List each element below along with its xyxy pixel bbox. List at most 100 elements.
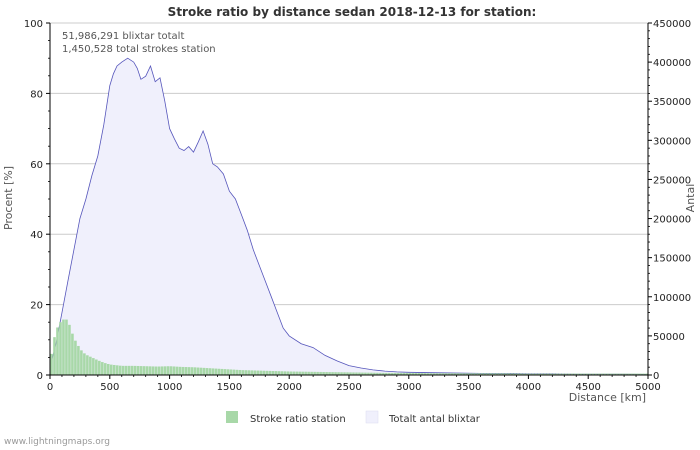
bar-stroke-ratio xyxy=(265,370,269,375)
bar-layer xyxy=(50,319,648,375)
bar-stroke-ratio xyxy=(74,340,77,375)
bar-stroke-ratio xyxy=(403,372,406,375)
bar-stroke-ratio xyxy=(394,372,397,375)
bar-stroke-ratio xyxy=(465,373,469,375)
bar-stroke-ratio xyxy=(441,373,445,375)
y-right-tick-label: 250000 xyxy=(653,175,691,186)
bar-stroke-ratio xyxy=(247,370,251,375)
bar-stroke-ratio xyxy=(432,373,436,375)
bar-stroke-ratio xyxy=(142,366,146,375)
bar-stroke-ratio xyxy=(169,366,173,375)
bar-stroke-ratio xyxy=(268,370,272,375)
bar-stroke-ratio xyxy=(558,373,562,375)
bar-stroke-ratio xyxy=(367,372,370,375)
bar-stroke-ratio xyxy=(352,372,355,375)
x-tick-label: 3000 xyxy=(396,382,421,393)
bar-stroke-ratio xyxy=(543,373,547,375)
bar-stroke-ratio xyxy=(112,364,116,375)
bar-stroke-ratio xyxy=(364,372,367,375)
bar-stroke-ratio xyxy=(304,371,307,375)
y-left-tick-label: 80 xyxy=(30,89,43,100)
bar-stroke-ratio xyxy=(136,365,140,375)
annotation-station: 1,450,528 total strokes station xyxy=(62,44,216,55)
bar-stroke-ratio xyxy=(68,324,71,375)
x-tick-label: 4000 xyxy=(516,382,541,393)
bar-stroke-ratio xyxy=(486,373,490,375)
area-layer xyxy=(49,57,649,375)
y-right-tick-label: 400000 xyxy=(653,58,691,69)
bar-stroke-ratio xyxy=(579,373,583,375)
bar-stroke-ratio xyxy=(600,373,603,375)
bar-stroke-ratio xyxy=(104,363,107,375)
series-total-line xyxy=(49,57,649,375)
bar-stroke-ratio xyxy=(145,366,149,375)
bar-stroke-ratio xyxy=(576,373,580,375)
bar-stroke-ratio xyxy=(358,372,361,375)
bar-stroke-ratio xyxy=(516,373,520,375)
bar-stroke-ratio xyxy=(280,371,284,375)
bar-stroke-ratio xyxy=(235,369,239,375)
bar-stroke-ratio xyxy=(107,364,110,375)
bar-stroke-ratio xyxy=(468,373,472,375)
chart-title: Stroke ratio by distance sedan 2018-12-1… xyxy=(168,5,537,19)
bar-stroke-ratio xyxy=(253,370,257,375)
bar-stroke-ratio xyxy=(190,367,194,375)
ticks: 0 500 1000 1500 2000 2500 3000 3500 4000 4500 5000… xyxy=(24,19,691,393)
bar-stroke-ratio xyxy=(489,373,493,375)
x-tick-label: 500 xyxy=(100,382,119,393)
bar-stroke-ratio xyxy=(582,373,586,375)
bar-stroke-ratio xyxy=(283,371,287,375)
bar-stroke-ratio xyxy=(411,372,415,375)
bar-stroke-ratio xyxy=(573,373,577,375)
bar-stroke-ratio xyxy=(555,373,559,375)
bar-stroke-ratio xyxy=(193,367,197,375)
bar-stroke-ratio xyxy=(453,373,457,375)
bar-stroke-ratio xyxy=(504,373,508,375)
bar-stroke-ratio xyxy=(400,372,403,375)
bar-stroke-ratio xyxy=(262,370,266,375)
x-tick-label: 1500 xyxy=(217,382,242,393)
bar-stroke-ratio xyxy=(277,371,281,375)
bar-stroke-ratio xyxy=(585,373,588,375)
bar-stroke-ratio xyxy=(639,373,642,375)
bar-stroke-ratio xyxy=(133,365,137,375)
bar-stroke-ratio xyxy=(612,373,615,375)
bar-stroke-ratio xyxy=(379,372,382,375)
bar-stroke-ratio xyxy=(124,365,128,375)
bar-stroke-ratio xyxy=(376,372,379,375)
bar-stroke-ratio xyxy=(196,367,200,375)
bar-stroke-ratio xyxy=(205,368,209,375)
bar-stroke-ratio xyxy=(331,372,334,375)
bar-stroke-ratio xyxy=(343,372,346,375)
bar-stroke-ratio xyxy=(456,373,460,375)
legend-label-stroke-ratio: Stroke ratio station xyxy=(250,414,346,425)
bar-stroke-ratio xyxy=(127,365,131,375)
bar-stroke-ratio xyxy=(624,373,627,375)
y-left-tick-label: 40 xyxy=(30,230,43,241)
bar-stroke-ratio xyxy=(337,372,340,375)
bar-stroke-ratio xyxy=(328,372,331,375)
bar-stroke-ratio xyxy=(151,366,155,375)
y-left-tick-label: 20 xyxy=(30,301,43,312)
bar-stroke-ratio xyxy=(417,373,421,375)
x-axis-label: Distance [km] xyxy=(569,391,646,404)
bar-stroke-ratio xyxy=(382,372,385,375)
bar-stroke-ratio xyxy=(609,373,612,375)
bar-stroke-ratio xyxy=(388,372,391,375)
bar-stroke-ratio xyxy=(202,367,206,375)
bar-stroke-ratio xyxy=(53,337,56,375)
bar-stroke-ratio xyxy=(561,373,565,375)
series-total-area xyxy=(50,58,648,375)
bar-stroke-ratio xyxy=(426,373,430,375)
bar-stroke-ratio xyxy=(256,370,260,375)
bar-stroke-ratio xyxy=(56,327,59,375)
bar-stroke-ratio xyxy=(59,322,62,375)
bar-stroke-ratio xyxy=(570,373,574,375)
bar-stroke-ratio xyxy=(370,372,373,375)
bar-stroke-ratio xyxy=(636,373,639,375)
bar-stroke-ratio xyxy=(438,373,442,375)
bar-stroke-ratio xyxy=(286,371,289,375)
bar-stroke-ratio xyxy=(406,372,409,375)
bar-stroke-ratio xyxy=(217,368,221,375)
legend: Stroke ratio station Totalt antal blixta… xyxy=(226,410,481,425)
